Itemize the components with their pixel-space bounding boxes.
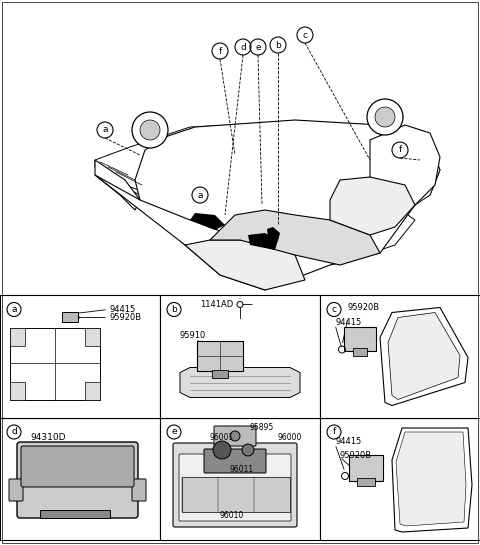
Text: 96001: 96001 bbox=[210, 433, 234, 443]
FancyBboxPatch shape bbox=[214, 426, 256, 446]
Polygon shape bbox=[396, 432, 466, 526]
Polygon shape bbox=[190, 213, 225, 230]
Polygon shape bbox=[388, 312, 460, 399]
Text: f: f bbox=[332, 427, 336, 437]
FancyBboxPatch shape bbox=[5, 5, 475, 290]
Text: 94415: 94415 bbox=[110, 305, 136, 314]
Text: d: d bbox=[11, 427, 17, 437]
FancyBboxPatch shape bbox=[182, 477, 290, 512]
Text: a: a bbox=[197, 191, 203, 199]
FancyBboxPatch shape bbox=[132, 479, 146, 501]
Text: 96010: 96010 bbox=[220, 511, 244, 519]
Text: a: a bbox=[102, 125, 108, 135]
FancyBboxPatch shape bbox=[21, 446, 134, 487]
Polygon shape bbox=[330, 130, 440, 215]
Text: 95920B: 95920B bbox=[348, 303, 380, 312]
FancyBboxPatch shape bbox=[349, 455, 383, 481]
Text: 1141AD: 1141AD bbox=[200, 300, 233, 309]
Text: 95920B: 95920B bbox=[340, 451, 372, 459]
Polygon shape bbox=[185, 240, 305, 290]
FancyBboxPatch shape bbox=[9, 479, 23, 501]
FancyBboxPatch shape bbox=[0, 417, 160, 540]
FancyBboxPatch shape bbox=[173, 443, 297, 527]
FancyBboxPatch shape bbox=[357, 478, 375, 486]
Polygon shape bbox=[95, 160, 140, 210]
Circle shape bbox=[132, 112, 168, 148]
FancyBboxPatch shape bbox=[197, 341, 243, 371]
Text: 95910: 95910 bbox=[180, 331, 206, 340]
FancyBboxPatch shape bbox=[320, 295, 480, 417]
FancyBboxPatch shape bbox=[17, 442, 138, 518]
Text: 94310D: 94310D bbox=[30, 433, 65, 443]
FancyBboxPatch shape bbox=[10, 382, 25, 399]
Polygon shape bbox=[95, 167, 265, 263]
Circle shape bbox=[140, 120, 160, 140]
FancyBboxPatch shape bbox=[62, 312, 78, 322]
FancyBboxPatch shape bbox=[344, 326, 376, 350]
Polygon shape bbox=[267, 227, 280, 241]
Polygon shape bbox=[95, 175, 265, 265]
FancyBboxPatch shape bbox=[204, 449, 266, 473]
Circle shape bbox=[242, 444, 254, 456]
Text: b: b bbox=[171, 305, 177, 314]
Polygon shape bbox=[185, 175, 415, 260]
FancyBboxPatch shape bbox=[320, 417, 480, 540]
Text: 96000: 96000 bbox=[278, 433, 302, 443]
Polygon shape bbox=[180, 367, 300, 397]
Text: f: f bbox=[218, 46, 222, 56]
FancyBboxPatch shape bbox=[85, 328, 100, 346]
Polygon shape bbox=[210, 210, 380, 265]
Circle shape bbox=[367, 99, 403, 135]
Polygon shape bbox=[95, 123, 440, 225]
FancyBboxPatch shape bbox=[10, 328, 100, 399]
Polygon shape bbox=[135, 120, 430, 290]
Text: 94415: 94415 bbox=[335, 438, 361, 446]
Text: d: d bbox=[240, 43, 246, 51]
Text: 96011: 96011 bbox=[230, 465, 254, 475]
Circle shape bbox=[375, 107, 395, 127]
Text: f: f bbox=[398, 146, 402, 154]
Text: c: c bbox=[332, 305, 336, 314]
Text: e: e bbox=[255, 43, 261, 51]
Polygon shape bbox=[248, 233, 278, 250]
Circle shape bbox=[230, 431, 240, 441]
FancyBboxPatch shape bbox=[160, 295, 320, 417]
FancyBboxPatch shape bbox=[10, 328, 25, 346]
Polygon shape bbox=[370, 125, 440, 205]
FancyBboxPatch shape bbox=[353, 348, 367, 355]
FancyBboxPatch shape bbox=[0, 295, 160, 417]
FancyBboxPatch shape bbox=[212, 370, 228, 378]
FancyBboxPatch shape bbox=[40, 510, 110, 518]
Text: 94415: 94415 bbox=[335, 318, 361, 327]
Text: e: e bbox=[171, 427, 177, 437]
FancyBboxPatch shape bbox=[85, 382, 100, 399]
Text: 95895: 95895 bbox=[250, 422, 274, 432]
FancyBboxPatch shape bbox=[160, 417, 320, 540]
Polygon shape bbox=[380, 307, 468, 405]
FancyBboxPatch shape bbox=[179, 454, 291, 521]
Text: c: c bbox=[302, 31, 308, 39]
Text: 95920B: 95920B bbox=[110, 313, 142, 322]
Circle shape bbox=[213, 441, 231, 459]
Text: a: a bbox=[11, 305, 17, 314]
Text: b: b bbox=[275, 40, 281, 50]
Polygon shape bbox=[392, 428, 472, 532]
Polygon shape bbox=[330, 177, 415, 235]
